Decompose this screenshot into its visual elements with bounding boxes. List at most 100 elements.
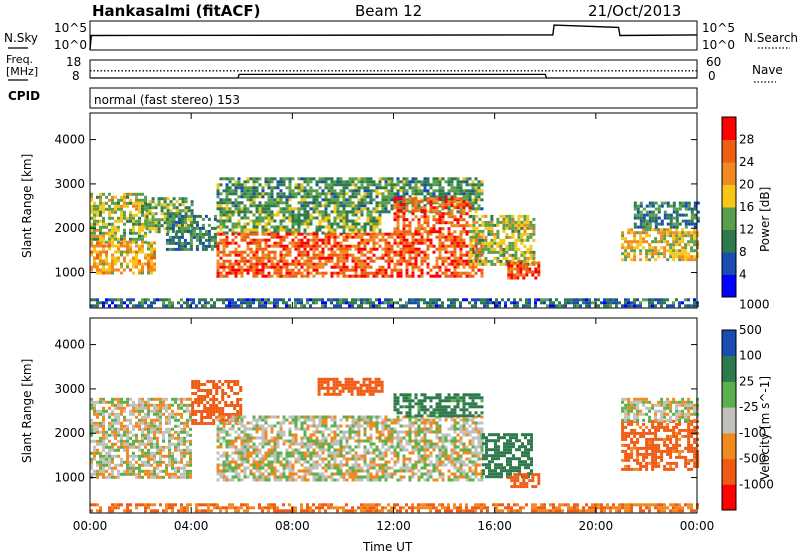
- velocity-colorbar-tick-1: -500: [739, 452, 766, 466]
- velocity-colorbar-tick-3: -25: [739, 400, 759, 414]
- velocity-ytick-label-1: 2000: [54, 426, 85, 440]
- velocity-colorbar-swatch-2: [722, 432, 736, 460]
- power-colorbar-tick-3: 16: [739, 200, 754, 214]
- time-axis-label: Time UT: [362, 540, 413, 554]
- power-colorbar-tick-0: 4: [739, 268, 747, 282]
- freq-series: [90, 70, 697, 79]
- power-colorbar-swatch-4: [722, 184, 736, 208]
- velocity-colorbar-tick-2: -100: [739, 426, 766, 440]
- power-colorbar-swatch-5: [722, 162, 736, 185]
- power-region-12: [90, 298, 699, 308]
- power-region-10: [621, 228, 700, 262]
- time-tick-label-6: 00:00: [680, 519, 715, 533]
- power-ytick-label-1: 2000: [54, 221, 85, 235]
- velocity-region-9: [90, 503, 699, 513]
- power-colorbar: 4 8 12 16 20 24 28: [721, 116, 754, 298]
- velocity-colorbar-swatch-4: [722, 381, 736, 408]
- nave-tick-bottom: 0: [708, 69, 716, 83]
- noise-left-tick-bottom: 10^0: [54, 38, 87, 52]
- power-region-7: [393, 197, 472, 234]
- velocity-colorbar-swatch-1: [722, 458, 736, 485]
- power-ytick-label-3: 4000: [54, 133, 85, 147]
- power-y-axis-label: Slant Range [km]: [20, 154, 34, 258]
- velocity-region-0: [90, 397, 192, 479]
- power-colorbar-swatch-1: [722, 252, 736, 275]
- velocity-colorbar-label: Velocity [m s^-1]: [758, 376, 772, 480]
- velocity-heatmap: [90, 377, 700, 513]
- velocity-region-2: [216, 415, 484, 482]
- noise-right-tick-top: 10^5: [702, 21, 735, 35]
- power-ytick-label-0: 1000: [54, 266, 85, 280]
- power-colorbar-swatch-0: [722, 274, 736, 298]
- velocity-ytick-label-3: 4000: [54, 338, 85, 352]
- time-tick-label-4: 16:00: [477, 519, 512, 533]
- power-region-1: [90, 241, 156, 275]
- power-region-3: [165, 214, 217, 251]
- nave-tick-top: 60: [706, 55, 721, 69]
- beam-title: Beam 12: [355, 2, 422, 20]
- power-colorbar-swatch-6: [722, 139, 736, 163]
- cpid-panel-frame: [89, 87, 698, 109]
- velocity-colorbar-swatch-0: [722, 484, 736, 511]
- noise-sky-line: [89, 24, 698, 51]
- velocity-region-3: [317, 377, 384, 396]
- nave-label: Nave: [752, 63, 783, 77]
- noise-right-tick-bottom: 10^0: [702, 38, 735, 52]
- power-region-5: [216, 210, 382, 235]
- velocity-ytick-label-2: 3000: [54, 382, 85, 396]
- time-tick-label-5: 20:00: [579, 519, 614, 533]
- cpid-text: normal (fast stereo) 153: [94, 93, 240, 107]
- velocity-region-5: [482, 433, 533, 479]
- date-title: 21/Oct/2013: [588, 2, 681, 20]
- noise-series: [89, 24, 698, 51]
- velocity-region-4: [393, 393, 484, 418]
- velocity-colorbar-tick-0: -1000: [739, 477, 774, 491]
- power-colorbar-tick-6: 28: [739, 133, 754, 147]
- cpid-label: CPID: [8, 89, 40, 103]
- power-colorbar-swatch-2: [722, 229, 736, 253]
- velocity-colorbar: -1000 -500 -100 -25 25 100 500 1000: [721, 297, 774, 511]
- time-axis: 00:00 04:00 08:00 12:00 16:00 20:00 00:00: [73, 113, 715, 533]
- freq-label-line2: [MHz]: [6, 65, 38, 78]
- freq-label-line1: Freq.: [6, 53, 33, 66]
- power-heatmap: [90, 177, 700, 308]
- power-colorbar-swatch-3: [722, 207, 736, 230]
- power-colorbar-tick-5: 24: [739, 155, 754, 169]
- time-tick-label-3: 12:00: [376, 519, 411, 533]
- freq-line: [90, 73, 697, 79]
- velocity-region-7: [621, 419, 700, 471]
- power-ytick-label-2: 3000: [54, 177, 85, 191]
- velocity-colorbar-tick-7: 1000: [739, 297, 770, 311]
- power-region-8: [469, 214, 536, 266]
- velocity-y-axis: 1000 2000 3000 4000: [54, 338, 697, 485]
- velocity-colorbar-swatch-3: [722, 407, 736, 434]
- power-colorbar-tick-2: 12: [739, 223, 754, 237]
- station-title: Hankasalmi (fitACF): [92, 2, 261, 20]
- noise-left-tick-top: 10^5: [54, 21, 87, 35]
- velocity-colorbar-tick-5: 100: [739, 349, 762, 363]
- velocity-ytick-label-0: 1000: [54, 471, 85, 485]
- power-region-6: [216, 232, 484, 278]
- velocity-region-8: [621, 397, 700, 422]
- freq-panel-frame: [89, 59, 698, 79]
- velocity-colorbar-tick-4: 25: [739, 374, 754, 388]
- time-tick-label-2: 08:00: [275, 519, 310, 533]
- power-region-11: [633, 201, 700, 229]
- noise-sky-label: N.Sky: [4, 31, 38, 45]
- velocity-y-axis-label: Slant Range [km]: [20, 359, 34, 463]
- velocity-region-6: [507, 473, 541, 489]
- power-region-0: [90, 192, 147, 244]
- power-colorbar-tick-4: 20: [739, 178, 754, 192]
- power-region-9: [507, 261, 541, 280]
- power-y-axis: 1000 2000 3000 4000: [54, 133, 697, 280]
- time-tick-label-1: 04:00: [174, 519, 209, 533]
- freq-tick-top: 18: [66, 55, 81, 69]
- freq-tick-bottom: 8: [72, 69, 80, 83]
- velocity-colorbar-swatch-5: [722, 355, 736, 382]
- power-colorbar-swatch-7: [722, 117, 736, 140]
- velocity-colorbar-tick-6: 500: [739, 323, 762, 337]
- noise-search-label: N.Search: [744, 31, 798, 45]
- velocity-colorbar-swatch-6: [722, 330, 736, 357]
- power-colorbar-tick-1: 8: [739, 245, 747, 259]
